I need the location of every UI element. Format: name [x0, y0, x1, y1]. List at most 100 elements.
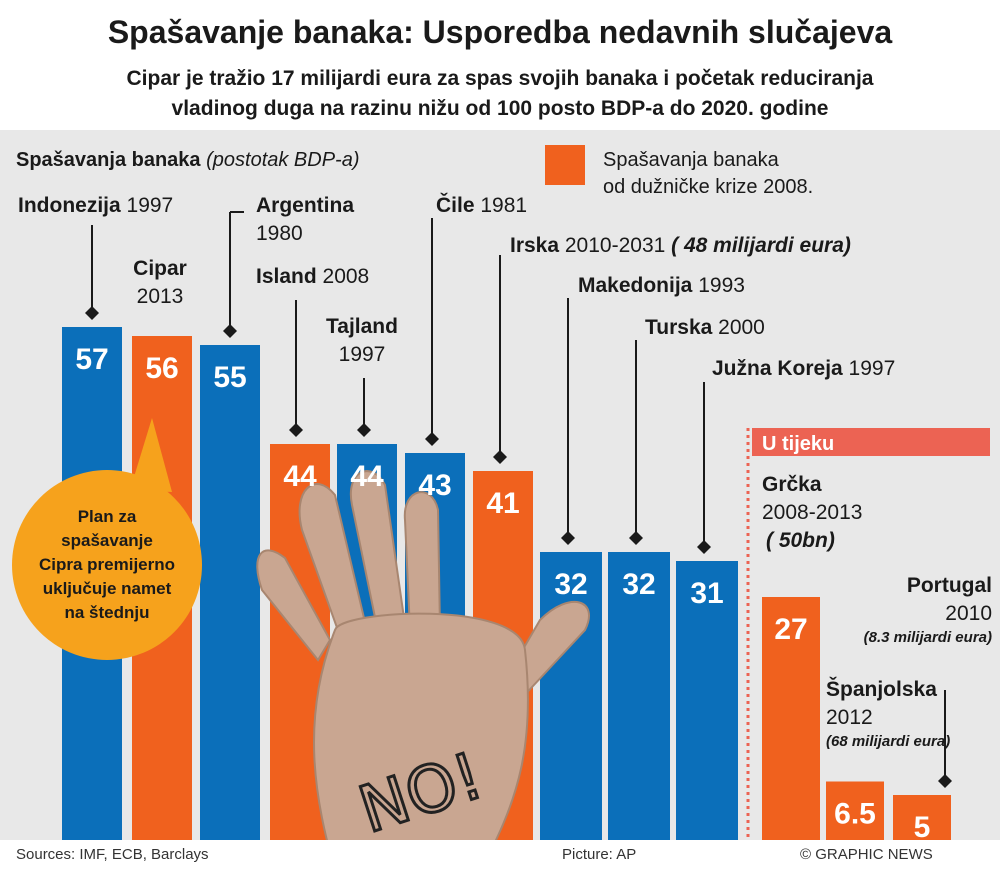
value-label: 31: [690, 577, 723, 610]
bar-year: 1981: [475, 194, 528, 217]
value-label: 56: [145, 352, 178, 385]
bubble-line: spašavanje: [61, 531, 153, 550]
bar-year: 2010-2031: [559, 234, 665, 257]
bar: [200, 345, 260, 840]
leader-diamond: [357, 423, 371, 437]
value-label: 44: [283, 460, 317, 493]
bar: [676, 561, 738, 840]
footer-picture-credit: Picture: AP: [562, 846, 637, 863]
bar-name: Makedonija: [578, 274, 693, 297]
value-label: 43: [418, 469, 451, 502]
bar-label-island: Island 2008: [256, 265, 369, 288]
bar-note: (68 milijardi eura): [826, 733, 950, 750]
value-label: 32: [554, 568, 587, 601]
bar-note: ( 50bn): [766, 529, 835, 552]
legend-label-line-1: Spašavanja banaka: [603, 149, 780, 171]
value-label: 44: [350, 460, 384, 493]
bar: [826, 781, 884, 840]
bar-name: Indonezija: [18, 194, 121, 217]
bar-label-turska: Turska 2000: [645, 316, 765, 339]
chart-subtitle-line-1: Cipar je tražio 17 milijardi eura za spa…: [126, 67, 874, 90]
bar-name: Grčka: [762, 473, 822, 496]
bar: [608, 552, 670, 840]
bar-label-spanjolska: Španjolska 2012 (68 milijardi eura): [826, 677, 950, 750]
bubble-line: Cipra premijerno: [38, 555, 176, 574]
bar-year: 2000: [712, 316, 765, 339]
leader-diamond: [938, 774, 952, 788]
bar-name: Island: [256, 265, 317, 288]
value-label: 5: [914, 811, 931, 844]
bar-name: Cipar: [133, 257, 187, 280]
chart-subtitle-line-2: vladinog duga na razinu nižu od 100 post…: [171, 97, 829, 120]
axis-label-unit: (postotak BDP-a): [206, 149, 359, 171]
footer: [0, 840, 1000, 871]
bar-label-juzna-koreja: Južna Koreja 1997: [712, 357, 895, 380]
bar-year: 2008-2013: [762, 501, 862, 524]
ongoing-label: U tijeku: [762, 433, 834, 455]
bar-year: 2010: [945, 602, 992, 625]
legend-swatch: [545, 145, 585, 185]
annotation-bubble-text: Plan za spašavanje Cipra premijerno uklj…: [32, 505, 182, 625]
bar: [893, 795, 951, 840]
leader-diamond: [493, 450, 507, 464]
bar-name: Argentina: [256, 194, 354, 217]
bar-name: Južna Koreja: [712, 357, 843, 380]
bar-label-irska: Irska 2010-2031 ( 48 milijardi eura): [510, 234, 851, 257]
bar-label-indonezija: Indonezija 1997: [18, 194, 173, 217]
bar-name-labels: Indonezija 1997 Cipar 2013 Argentina 1980 Isl…: [18, 193, 992, 750]
bar-note: ( 48 milijardi eura): [665, 234, 851, 257]
bar-year: 2013: [137, 285, 184, 308]
bar: [762, 597, 820, 840]
bar-name: Čile: [436, 193, 475, 217]
value-label: 41: [486, 487, 519, 520]
leader-diamond: [223, 324, 237, 338]
ongoing-band: [752, 428, 990, 456]
leader-diamond: [85, 306, 99, 320]
bar-year: 1993: [692, 274, 745, 297]
bar-label-makedonija: Makedonija 1993: [578, 274, 745, 297]
leader-diamond: [697, 540, 711, 554]
leader-diamond: [425, 432, 439, 446]
value-label: 6.5: [834, 798, 876, 831]
axis-label: Spašavanja banaka (postotak BDP-a): [16, 149, 360, 171]
annotation-bubble: Plan za spašavanje Cipra premijerno uklj…: [12, 470, 202, 660]
bar-year: 1997: [121, 194, 174, 217]
value-label: 57: [75, 343, 108, 376]
bar-name: Portugal: [907, 574, 992, 597]
bar-label-portugal: Portugal 2010 (8.3 milijardi eura): [864, 574, 992, 646]
leader-diamond: [561, 531, 575, 545]
bubble-line: uključuje namet: [42, 579, 172, 598]
bar-year: 2008: [317, 265, 370, 288]
bar-name: Tajland: [326, 315, 398, 338]
footer-sources: Sources: IMF, ECB, Barclays: [16, 846, 209, 863]
bar-year: 2012: [826, 706, 873, 729]
chart-title: Spašavanje banaka: Usporedba nedavnih sl…: [107, 14, 893, 50]
ongoing-section: U tijeku: [746, 428, 990, 840]
bar-year: 1997: [339, 343, 386, 366]
bar-name: Turska: [645, 316, 713, 339]
chart-header: Spašavanja banaka (postotak BDP-a) Spašav…: [16, 145, 813, 198]
bar-label-grcka: Grčka 2008-2013 ( 50bn): [762, 473, 862, 552]
value-labels: 57 56 55 44 44 43 41 32 32 31 27 6.5 5: [75, 343, 930, 844]
bar-label-cile: Čile 1981: [436, 193, 527, 217]
value-label: 32: [622, 568, 655, 601]
axis-label-main: Spašavanja banaka: [16, 149, 206, 171]
value-label: 55: [213, 361, 246, 394]
legend-label-line-2: od dužničke krize 2008.: [603, 176, 813, 198]
bar-label-tajland: Tajland 1997: [326, 315, 398, 366]
bar-name: Španjolska: [826, 677, 937, 701]
bar-label-argentina: Argentina 1980: [256, 194, 354, 245]
bar-label-cipar: Cipar 2013: [133, 257, 187, 308]
value-label: 27: [774, 613, 807, 646]
bar-year: 1980: [256, 222, 303, 245]
leader-lines: [85, 211, 952, 788]
bar-year: 1997: [843, 357, 896, 380]
bar-name: Irska: [510, 234, 559, 257]
bubble-pointer: [130, 418, 172, 492]
bar: [540, 552, 602, 840]
footer-copyright: © GRAPHIC NEWS: [800, 846, 933, 863]
leader-diamond: [289, 423, 303, 437]
leader-diamond: [629, 531, 643, 545]
